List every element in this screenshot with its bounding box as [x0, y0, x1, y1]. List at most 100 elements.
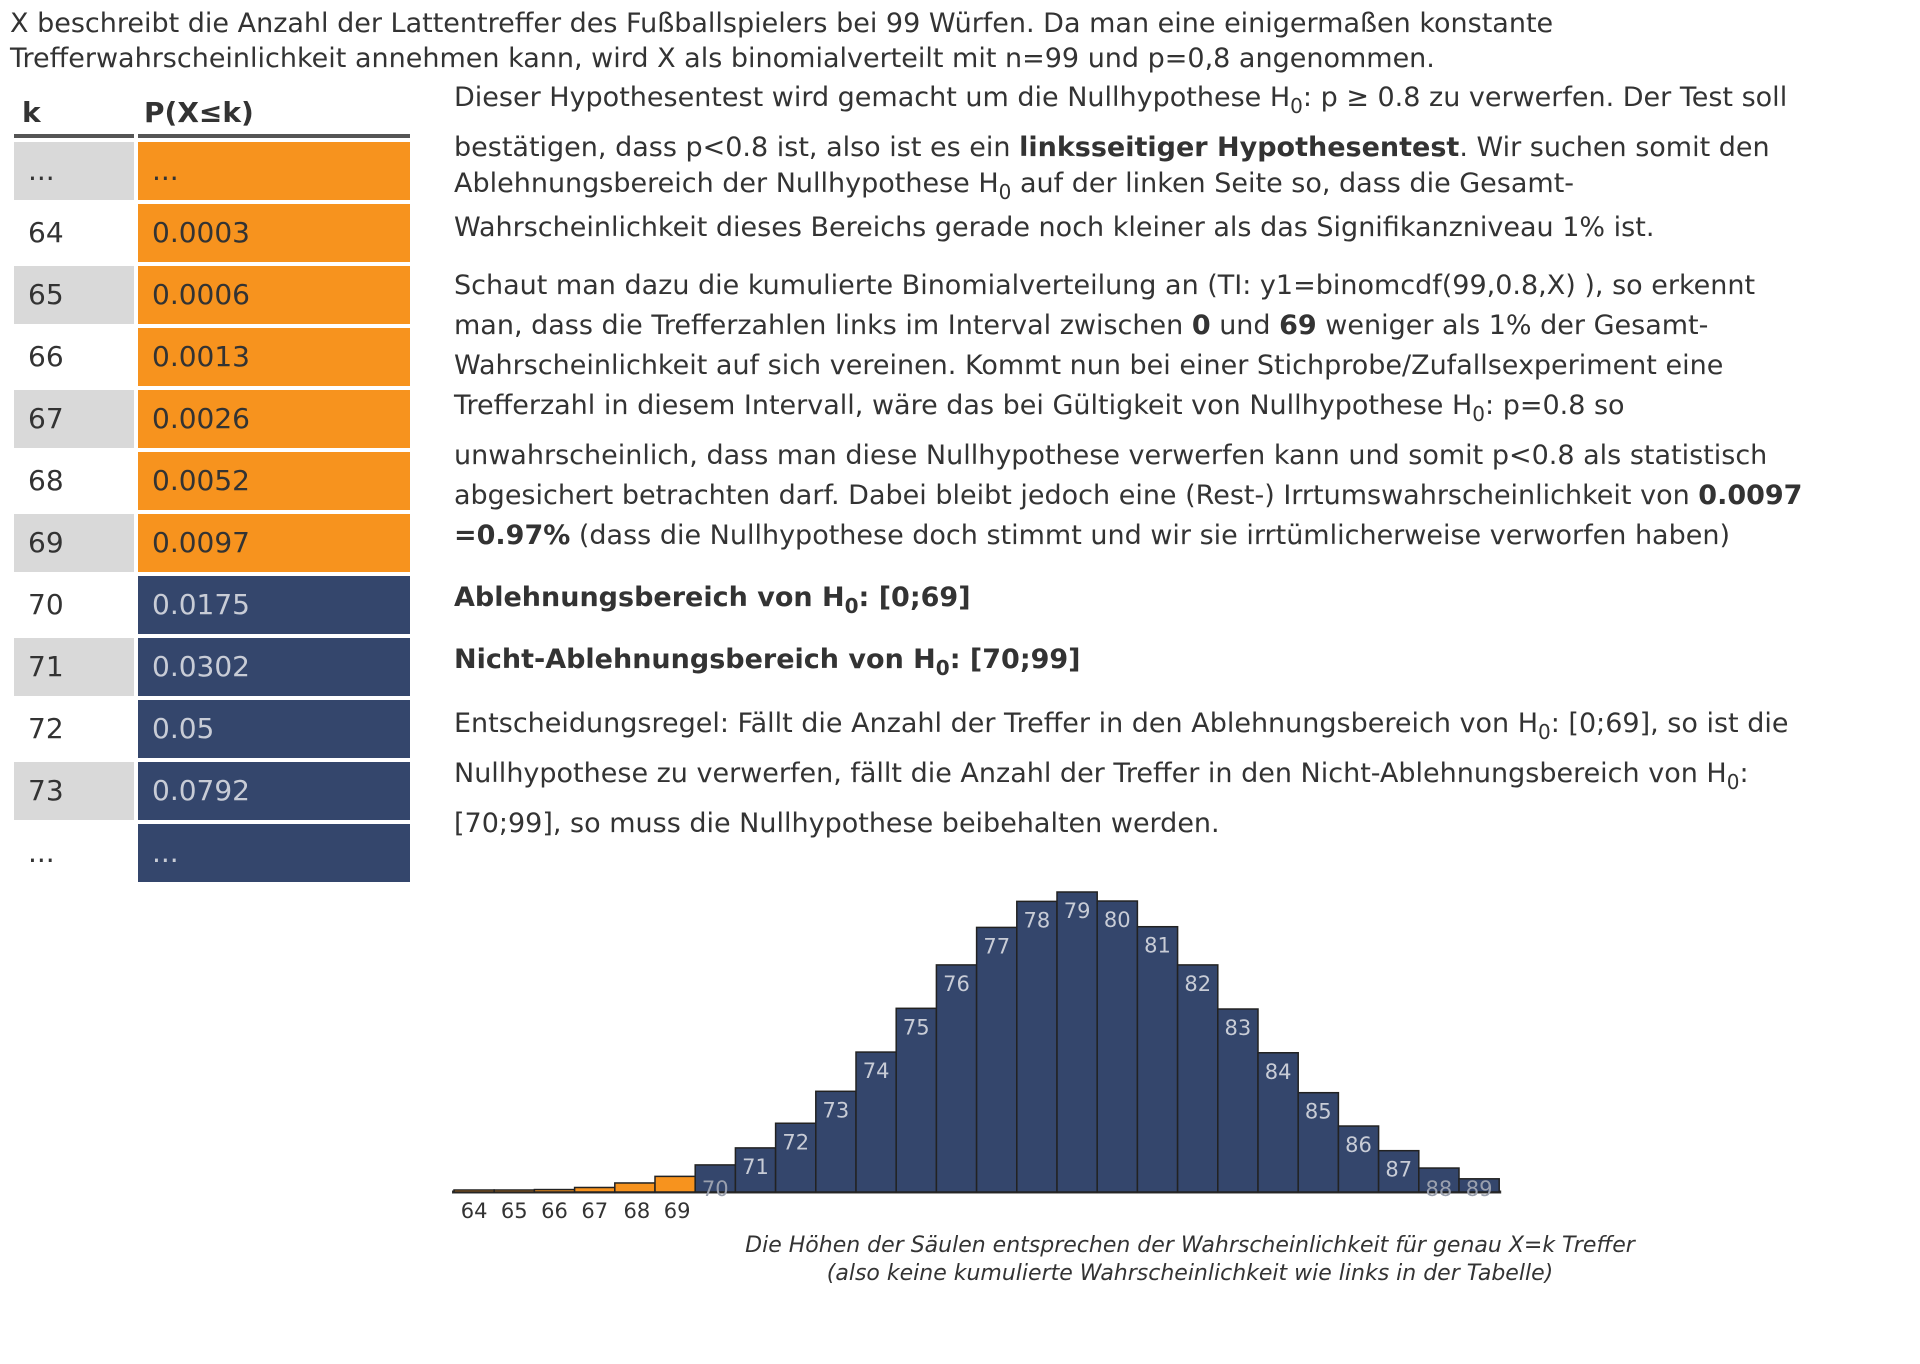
bar-label-71: 71 — [742, 1155, 769, 1179]
bar-87 — [1377, 1149, 1420, 1193]
cell-probability: 0.0097 — [138, 514, 410, 572]
bar-label-64: 64 — [461, 1199, 488, 1223]
bar-label-78: 78 — [1024, 908, 1051, 932]
cell-probability: 0.0175 — [138, 576, 410, 634]
table-row: 70 0.0175 — [14, 576, 410, 634]
para2-line2: man, dass die Trefferzahlen links im Int… — [454, 310, 1709, 341]
table-rows: ...... 64 0.0003 65 0.0006 66 0.0013 67 0.0026 68… — [14, 142, 410, 882]
table-row: 71 0.0302 — [14, 638, 410, 696]
cell-probability: 0.0013 — [138, 328, 410, 386]
bar-label-69: 69 — [664, 1199, 691, 1223]
bar-label-72: 72 — [782, 1130, 809, 1154]
binomial-distribution-chart: 64 65 66 67 68 69 70 71 72 73 74 75 76 77 78 79 80 81 82 83… — [452, 891, 1502, 1223]
para1-line2: bestätigen, dass p<0.8 ist, also ist es … — [454, 132, 1770, 163]
decision-rule-line3: [70;99], so muss die Nullhypothese beibe… — [454, 808, 1220, 839]
para1-line3: Ablehnungsbereich der Nullhypothese H0 a… — [454, 168, 1575, 204]
cell-k: ... — [28, 836, 55, 869]
para2-line3: Wahrscheinlichkeit auf sich vereinen. Ko… — [454, 350, 1724, 381]
bar-label-68: 68 — [624, 1199, 651, 1223]
caption-line-2: (also keine kumulierte Wahrscheinlichkei… — [826, 1261, 1554, 1286]
header-p: P(X≤k) — [144, 95, 254, 129]
intro-text: X beschreibt die Anzahl der Lattentreffe… — [10, 6, 1900, 76]
bar-76 — [935, 964, 978, 1193]
bar-label-70: 70 — [702, 1177, 729, 1201]
cell-k: 71 — [14, 638, 134, 696]
bar-64 — [453, 1189, 495, 1193]
bar-79 — [1056, 891, 1098, 1193]
bar-75 — [895, 1007, 938, 1193]
table-row: 68 0.0052 — [14, 452, 410, 510]
para1-line4: Wahrscheinlichkeit dieses Bereichs gerad… — [454, 212, 1655, 243]
table-row: ...... — [14, 824, 410, 882]
bar-label-81: 81 — [1144, 934, 1171, 958]
bar-label-77: 77 — [983, 934, 1010, 958]
header-rule — [14, 134, 410, 138]
bar-label-85: 85 — [1305, 1100, 1332, 1124]
bar-80 — [1096, 900, 1139, 1193]
decision-rule-line2: Nullhypothese zu verwerfen, fällt die An… — [454, 758, 1749, 794]
bar-label-67: 67 — [581, 1199, 608, 1223]
cell-k: 70 — [28, 588, 64, 621]
cumulative-probability-table: k P(X≤k) ...... 64 0.0003 65 0.0006 66 0.0013 6… — [14, 90, 410, 886]
bar-65 — [493, 1189, 536, 1193]
table-row: 73 0.0792 — [14, 762, 410, 820]
bar-label-83: 83 — [1225, 1016, 1252, 1040]
cell-k: 67 — [14, 390, 134, 448]
intro-line-1: X beschreibt die Anzahl der Lattentreffe… — [10, 8, 1554, 39]
bar-67 — [573, 1186, 616, 1193]
para2-line1: Schaut man dazu die kumulierte Binomialv… — [454, 270, 1756, 301]
table-row: 64 0.0003 — [14, 204, 410, 262]
bar-label-65: 65 — [501, 1199, 528, 1223]
bar-71 — [734, 1147, 777, 1193]
bar-label-73: 73 — [823, 1098, 850, 1122]
table-header: k P(X≤k) — [14, 90, 410, 134]
cell-k: ... — [14, 142, 134, 200]
cell-k: 73 — [14, 762, 134, 820]
bar-82 — [1176, 964, 1219, 1193]
para2-line6: abgesichert betrachten darf. Dabei bleib… — [454, 480, 1803, 511]
bar-label-79: 79 — [1064, 899, 1091, 923]
bar-label-84: 84 — [1265, 1060, 1292, 1084]
cell-probability: 0.0026 — [138, 390, 410, 448]
bar-label-88: 88 — [1426, 1177, 1453, 1201]
cell-probability: 0.05 — [138, 700, 410, 758]
bar-78 — [1016, 900, 1058, 1193]
bar-label-87: 87 — [1385, 1158, 1412, 1182]
cell-probability: 0.0052 — [138, 452, 410, 510]
bar-72 — [774, 1122, 817, 1193]
cell-probability: 0.0792 — [138, 762, 410, 820]
cell-k: 64 — [28, 216, 64, 249]
bar-label-82: 82 — [1184, 972, 1211, 996]
chart-caption: Die Höhen der Säulen entsprechen der Wah… — [560, 1232, 1820, 1288]
cell-k: 65 — [14, 266, 134, 324]
decision-rule-line1: Entscheidungsregel: Fällt die Anzahl der… — [454, 708, 1789, 744]
para2-line7: =0.97% (dass die Nullhypothese doch stim… — [454, 520, 1730, 551]
intro-line-2: Trefferwahrscheinlichkeit annehmen kann,… — [10, 43, 1435, 74]
para1-line1: Dieser Hypothesentest wird gemacht um di… — [454, 82, 1788, 118]
cell-k: 68 — [28, 464, 64, 497]
bar-77 — [975, 926, 1018, 1193]
cell-probability: 0.0003 — [138, 204, 410, 262]
cell-probability: ... — [138, 824, 410, 882]
table-row: 65 0.0006 — [14, 266, 410, 324]
cell-probability: 0.0302 — [138, 638, 410, 696]
bar-label-75: 75 — [903, 1015, 930, 1039]
cell-k: 69 — [14, 514, 134, 572]
bar-label-74: 74 — [863, 1059, 890, 1083]
para2-line5: unwahrscheinlich, dass man diese Nullhyp… — [454, 440, 1768, 471]
bar-81 — [1136, 925, 1179, 1193]
table-row: 67 0.0026 — [14, 390, 410, 448]
bar-86 — [1337, 1125, 1380, 1193]
bar-label-89: 89 — [1466, 1177, 1493, 1201]
para2-line4: Trefferzahl in diesem Intervall, wäre da… — [454, 390, 1625, 426]
bar-85 — [1297, 1091, 1340, 1193]
cell-probability: 0.0006 — [138, 266, 410, 324]
cell-k: 72 — [28, 712, 64, 745]
table-row: ...... — [14, 142, 410, 200]
bar-label-76: 76 — [943, 972, 970, 996]
bar-label-86: 86 — [1345, 1133, 1372, 1157]
bar-89 — [1458, 1178, 1500, 1193]
caption-line-1: Die Höhen der Säulen entsprechen der Wah… — [745, 1233, 1635, 1258]
explanation-text: Dieser Hypothesentest wird gemacht um di… — [454, 80, 1914, 844]
table-row: 72 0.05 — [14, 700, 410, 758]
